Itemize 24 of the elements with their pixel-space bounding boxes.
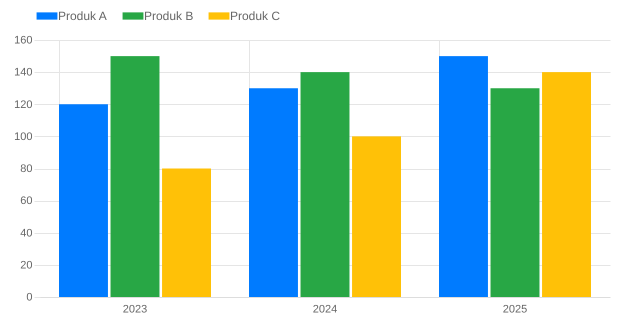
bar [59,104,108,297]
bar [542,72,591,297]
bar [110,56,160,297]
y-tick-label: 40 [20,227,32,240]
bar [352,136,401,297]
legend-label: Produk B [144,9,194,23]
y-tick-label: 20 [20,259,32,272]
y-tick-label: 120 [14,98,32,111]
legend-label: Produk C [230,9,280,23]
bar [300,72,350,297]
y-tick-label: 140 [14,66,32,79]
x-tick-label: 2025 [502,304,528,316]
y-tick-label: 60 [20,195,32,208]
bar [162,168,211,297]
bar [439,56,488,297]
bar [490,88,540,297]
y-tick-label: 100 [14,130,32,143]
bar [249,88,298,297]
x-tick-label: 2023 [122,304,148,316]
x-tick-label: 2024 [312,304,338,316]
y-tick-label: 0 [26,292,32,304]
y-tick-label: 160 [14,34,32,46]
legend-label: Produk A [58,9,107,23]
y-tick-label: 80 [20,163,32,175]
